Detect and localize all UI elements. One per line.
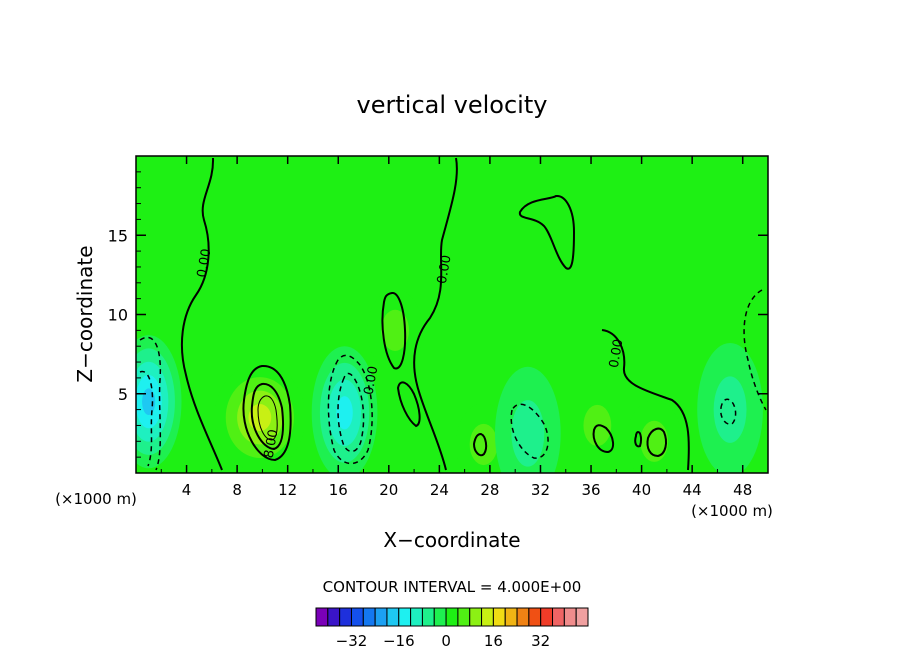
y-tick-label-15: 15: [108, 226, 128, 245]
colorbar-swatch-14: [481, 607, 494, 627]
x-tick-label-8: 8: [232, 481, 242, 499]
field-updraft-4-level-2: [640, 420, 669, 462]
colorbar-swatch-18: [528, 607, 542, 627]
upper-updraft-contour: [518, 195, 576, 270]
colorbar-tick-label-0: −32: [336, 632, 368, 650]
field-updraft-5-level-2: [469, 423, 498, 466]
colorbar-swatch-2: [339, 607, 352, 627]
contour-lines: [139, 157, 767, 471]
zero-contour-line-left: [180, 157, 223, 471]
contour-interval-text: CONTOUR INTERVAL = 4.000E+00: [323, 578, 582, 596]
downdraft-contour-right: [510, 403, 549, 459]
updraft-contour-8: [250, 382, 284, 451]
downdraft-contour-center-b: [337, 372, 365, 453]
field-downdraft-7-level-4: [336, 396, 353, 430]
downdraft-contour-far-right: [743, 289, 767, 411]
colorbar-tick-label-2: 0: [441, 632, 451, 650]
field-updraft-2-level-1: [525, 178, 581, 261]
colorbar-tick-label-3: 16: [484, 632, 503, 650]
x-tick-label-32: 32: [531, 481, 550, 499]
colorbar-swatch-7: [398, 607, 412, 627]
colorbar-swatch-5: [374, 607, 388, 627]
updraft-contour-4: [242, 364, 292, 462]
updraft-contour-small-b: [634, 430, 643, 448]
field-downdraft-6-level-5: [142, 388, 156, 415]
x-tick-label-40: 40: [632, 481, 651, 499]
contour-label-4: 8.00: [262, 428, 282, 459]
colorbar-swatch-8: [410, 607, 423, 627]
downdraft-contour-left-a: [139, 336, 162, 471]
zero-contour-line-right: [601, 329, 690, 471]
x-axis-unit-left: (×1000 m): [55, 490, 137, 508]
colorbar-swatch-0: [315, 607, 329, 627]
downdraft-contour-far-right-b: [720, 398, 737, 425]
colorbar-swatch-12: [457, 607, 471, 627]
colorbar-swatch-17: [516, 607, 530, 627]
field-downdraft-9-level-2: [713, 376, 747, 443]
colorbar-swatch-11: [445, 607, 459, 627]
colorbar-tick-label-4: 32: [531, 632, 550, 650]
colorbar-swatch-22: [575, 607, 589, 627]
zero-contour-line-center: [413, 157, 458, 471]
y-tick-label-5: 5: [118, 385, 128, 404]
contour-label-0: 0.00: [195, 248, 215, 279]
updraft-contour-right-b: [646, 427, 667, 458]
x-axis-label: X−coordinate: [383, 528, 520, 552]
x-axis: 4 8 12 16 20 24 28 32 36 40 44 48: [160, 156, 752, 499]
colorbar-swatch-19: [540, 607, 554, 627]
colorbar-swatch-9: [421, 607, 435, 627]
colorbar-swatch-1: [327, 607, 341, 627]
contour-labels: 0.00 0.00 0.00 0.00 8.00: [195, 248, 627, 460]
y-tick-label-10: 10: [108, 306, 128, 325]
colorbar-swatch-13: [469, 607, 483, 627]
y-axis: 5 10 15: [108, 171, 768, 458]
x-tick-label-12: 12: [278, 481, 297, 499]
x-tick-label-36: 36: [581, 481, 600, 499]
updraft-contour-small-a: [472, 432, 488, 457]
updraft-contour-12: [257, 395, 278, 441]
chart-title: vertical velocity: [357, 91, 548, 119]
colorbar: −32 −16 0 16 32: [315, 607, 589, 650]
colorbar-swatch-10: [433, 607, 447, 627]
x-tick-label-16: 16: [329, 481, 348, 499]
field-updraft-1-level-2: [381, 309, 410, 351]
colorbar-swatch-21: [563, 607, 577, 627]
updraft-contour-right-a: [592, 424, 614, 454]
y-axis-label: Z−coordinate: [73, 245, 97, 382]
contour-label-3: 0.00: [607, 338, 627, 369]
x-tick-label-20: 20: [379, 481, 398, 499]
field-downdraft-8-level-2: [511, 400, 545, 467]
colorbar-swatch-15: [492, 607, 506, 627]
x-tick-label-48: 48: [733, 481, 752, 499]
colorbar-swatch-20: [552, 607, 565, 627]
x-axis-unit-right: (×1000 m): [691, 502, 773, 520]
colorbar-tick-label-1: −16: [383, 632, 415, 650]
colorbar-swatch-3: [350, 607, 364, 627]
colorbar-swatch-6: [386, 607, 400, 627]
updraft-contour-center: [381, 292, 407, 370]
updraft-contour-center-low: [396, 381, 421, 428]
colorbar-swatch-16: [504, 607, 518, 627]
contour-fields: [136, 178, 763, 473]
contour-label-1: 0.00: [435, 254, 455, 285]
colorbar-swatch-4: [362, 607, 376, 627]
x-tick-label-44: 44: [683, 481, 702, 499]
x-tick-label-28: 28: [480, 481, 499, 499]
downdraft-contour-left-b: [139, 370, 154, 467]
downdraft-contour-center-a: [327, 354, 373, 465]
contour-label-2: 0.00: [362, 365, 382, 396]
x-tick-label-4: 4: [182, 481, 192, 499]
x-tick-label-24: 24: [430, 481, 449, 499]
